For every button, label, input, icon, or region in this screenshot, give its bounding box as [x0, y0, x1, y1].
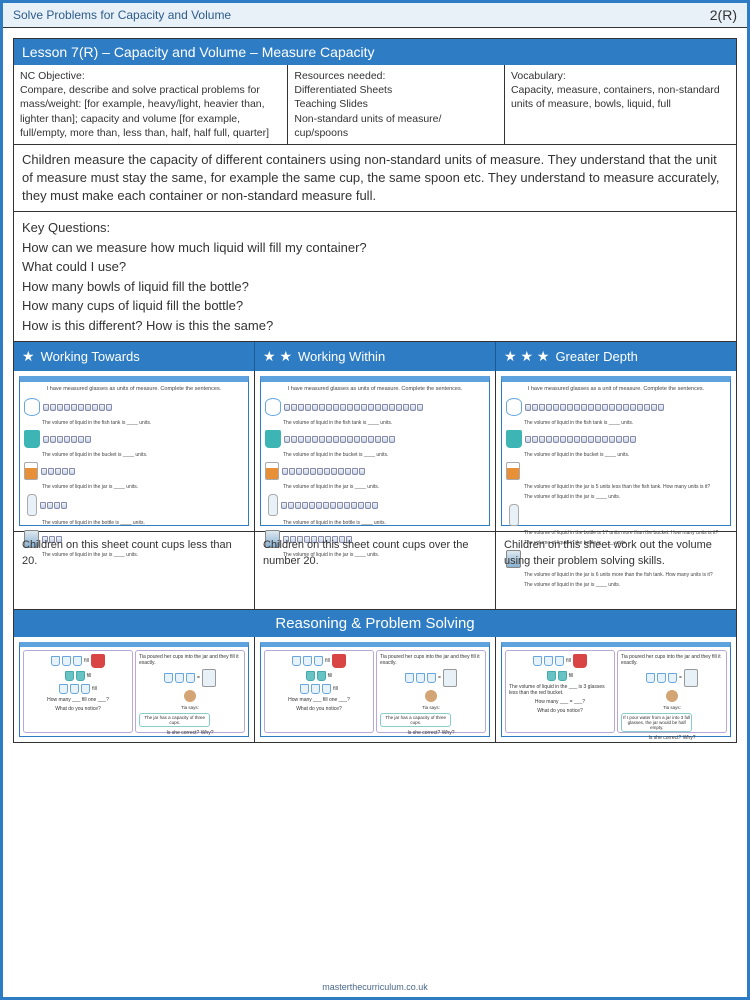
worksheet-thumb-towards: I have measured glasses as units of meas… [19, 376, 249, 526]
page-number: 2(R) [710, 7, 737, 23]
keyq-3: How many bowls of liquid fill the bottle… [22, 279, 249, 294]
page-content: Lesson 7(R) – Capacity and Volume – Meas… [3, 28, 747, 753]
levels-descriptions: Children on this sheet count cups less t… [14, 532, 736, 609]
level-header-within: ★ ★ Working Within [255, 342, 496, 371]
reasoning-thumb-3: fill fill The volume of liquid in the __… [501, 642, 731, 737]
level-title-3: Greater Depth [555, 349, 637, 364]
thumb-cell-2: I have measured glasses as units of meas… [255, 371, 496, 531]
resources: Resources needed: Differentiated Sheets … [288, 65, 505, 144]
rps-cell-3: fill fill The volume of liquid in the __… [496, 637, 736, 742]
level-text-2: Children on this sheet count cups over t… [255, 532, 496, 609]
star-icon: ★ ★ [263, 348, 292, 365]
lesson-title-bar: Lesson 7(R) – Capacity and Volume – Meas… [14, 39, 736, 65]
vocab-text: Capacity, measure, containers, non-stand… [511, 84, 720, 110]
lesson-description: Children measure the capacity of differe… [14, 145, 736, 213]
worksheet-thumb-within: I have measured glasses as units of meas… [260, 376, 490, 526]
nc-label: NC Objective: [20, 70, 85, 82]
level-title-1: Working Towards [41, 349, 140, 364]
reasoning-thumb-1: fill fill fill How many ___ fill one ___… [19, 642, 249, 737]
levels-thumbnails: I have measured glasses as units of meas… [14, 371, 736, 532]
key-questions: Key Questions: How can we measure how mu… [14, 212, 736, 342]
thumb-cell-3: I have measured glasses as a unit of mea… [496, 371, 736, 531]
star-icon: ★ ★ ★ [504, 348, 549, 365]
header-title: Solve Problems for Capacity and Volume [13, 8, 231, 22]
levels-header: ★ Working Towards ★ ★ Working Within ★ ★… [14, 342, 736, 371]
level-text-1: Children on this sheet count cups less t… [14, 532, 255, 609]
thumb-cell-1: I have measured glasses as units of meas… [14, 371, 255, 531]
reasoning-title-bar: Reasoning & Problem Solving [14, 609, 736, 637]
rps-cell-2: fill fill fill How many ___ fill one ___… [255, 637, 496, 742]
keyq-5: How is this different? How is this the s… [22, 318, 273, 333]
keyq-2: What could I use? [22, 259, 126, 274]
keyq-1: How can we measure how much liquid will … [22, 240, 367, 255]
level-header-towards: ★ Working Towards [14, 342, 255, 371]
res-label: Resources needed: [294, 70, 385, 82]
footer-url: masterthecurriculum.co.uk [3, 982, 747, 992]
worksheet-thumb-depth: I have measured glasses as a unit of mea… [501, 376, 731, 526]
keyq-label: Key Questions: [22, 220, 110, 235]
star-icon: ★ [22, 348, 35, 365]
lesson-box: Lesson 7(R) – Capacity and Volume – Meas… [13, 38, 737, 743]
page-header: Solve Problems for Capacity and Volume 2… [3, 3, 747, 28]
level-title-2: Working Within [298, 349, 385, 364]
reasoning-thumbnails: fill fill fill How many ___ fill one ___… [14, 637, 736, 742]
reasoning-thumb-2: fill fill fill How many ___ fill one ___… [260, 642, 490, 737]
vocabulary: Vocabulary: Capacity, measure, container… [505, 65, 736, 144]
nc-objective: NC Objective: Compare, describe and solv… [14, 65, 288, 144]
vocab-label: Vocabulary: [511, 70, 566, 82]
res-text: Differentiated Sheets Teaching Slides No… [294, 84, 441, 139]
nc-text: Compare, describe and solve practical pr… [20, 84, 269, 139]
level-header-depth: ★ ★ ★ Greater Depth [496, 342, 736, 371]
objectives-row: NC Objective: Compare, describe and solv… [14, 65, 736, 145]
keyq-4: How many cups of liquid fill the bottle? [22, 298, 243, 313]
level-text-3: Children on this sheet work out the volu… [496, 532, 736, 609]
rps-cell-1: fill fill fill How many ___ fill one ___… [14, 637, 255, 742]
